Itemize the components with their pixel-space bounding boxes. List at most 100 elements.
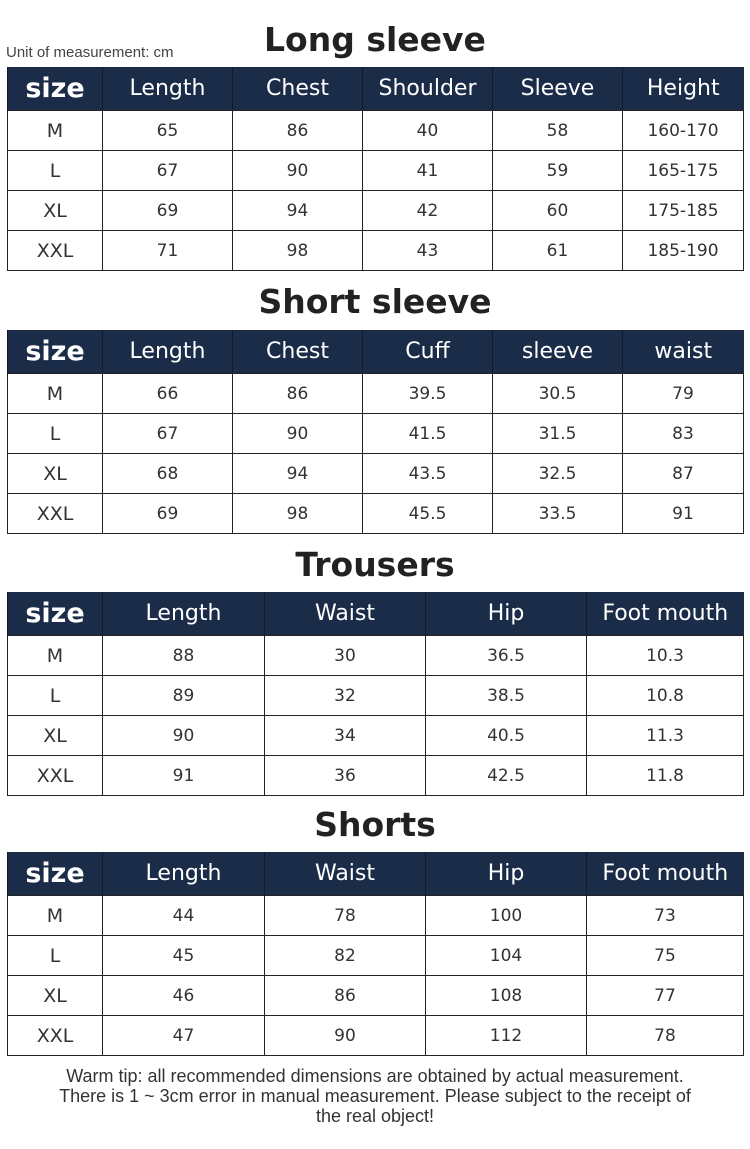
value-cell: 73 bbox=[586, 895, 744, 936]
table-row: M 88 30 36.5 10.3 bbox=[7, 635, 744, 676]
column-header: Foot mouth bbox=[586, 592, 744, 636]
value-cell: 89 bbox=[102, 675, 265, 716]
value-cell: 86 bbox=[232, 373, 363, 414]
column-header: size bbox=[7, 330, 103, 374]
value-cell: 82 bbox=[264, 935, 426, 976]
value-cell: 42 bbox=[362, 190, 493, 231]
header-row: size Length Chest Shoulder Sleeve Height bbox=[7, 67, 744, 111]
value-cell: 94 bbox=[232, 453, 363, 494]
value-cell: 94 bbox=[232, 190, 363, 231]
column-header: Waist bbox=[264, 852, 426, 896]
section-title: Shorts bbox=[314, 805, 436, 844]
value-cell: 98 bbox=[232, 493, 363, 534]
table-row: L 67 90 41.5 31.5 83 bbox=[7, 413, 744, 454]
value-cell: 90 bbox=[232, 413, 363, 454]
value-cell: 11.8 bbox=[586, 755, 744, 796]
table-row: XXL 47 90 112 78 bbox=[7, 1015, 744, 1056]
table-row: M 65 86 40 58 160-170 bbox=[7, 110, 744, 151]
size-cell: XXL bbox=[7, 755, 103, 796]
value-cell: 104 bbox=[425, 935, 587, 976]
column-header: Shoulder bbox=[362, 67, 493, 111]
value-cell: 39.5 bbox=[362, 373, 493, 414]
value-cell: 59 bbox=[492, 150, 623, 191]
size-cell: XXL bbox=[7, 230, 103, 271]
column-header: Height bbox=[622, 67, 744, 111]
value-cell: 69 bbox=[102, 493, 233, 534]
tip-line: Warm tip: all recommended dimensions are… bbox=[66, 1066, 684, 1086]
table-row: M 44 78 100 73 bbox=[7, 895, 744, 936]
table-row: XL 69 94 42 60 175-185 bbox=[7, 190, 744, 231]
size-cell: M bbox=[7, 373, 103, 414]
value-cell: 41.5 bbox=[362, 413, 493, 454]
value-cell: 61 bbox=[492, 230, 623, 271]
value-cell: 36.5 bbox=[425, 635, 587, 676]
size-cell: XL bbox=[7, 715, 103, 756]
value-cell: 60 bbox=[492, 190, 623, 231]
size-cell: XXL bbox=[7, 493, 103, 534]
table-row: L 89 32 38.5 10.8 bbox=[7, 675, 744, 716]
value-cell: 38.5 bbox=[425, 675, 587, 716]
value-cell: 71 bbox=[102, 230, 233, 271]
column-header: Length bbox=[102, 330, 233, 374]
value-cell: 30 bbox=[264, 635, 426, 676]
column-header: Length bbox=[102, 67, 233, 111]
value-cell: 58 bbox=[492, 110, 623, 151]
value-cell: 91 bbox=[622, 493, 744, 534]
unit-label: Unit of measurement: cm bbox=[6, 44, 174, 61]
value-cell: 90 bbox=[102, 715, 265, 756]
value-cell: 100 bbox=[425, 895, 587, 936]
value-cell: 86 bbox=[232, 110, 363, 151]
value-cell: 10.8 bbox=[586, 675, 744, 716]
value-cell: 31.5 bbox=[492, 413, 623, 454]
size-cell: L bbox=[7, 413, 103, 454]
column-header: size bbox=[7, 67, 103, 111]
table-row: L 45 82 104 75 bbox=[7, 935, 744, 976]
value-cell: 45 bbox=[102, 935, 265, 976]
header-row: size Length Waist Hip Foot mouth bbox=[7, 852, 744, 896]
value-cell: 98 bbox=[232, 230, 363, 271]
value-cell: 112 bbox=[425, 1015, 587, 1056]
size-cell: L bbox=[7, 675, 103, 716]
value-cell: 45.5 bbox=[362, 493, 493, 534]
value-cell: 160-170 bbox=[622, 110, 744, 151]
value-cell: 87 bbox=[622, 453, 744, 494]
value-cell: 88 bbox=[102, 635, 265, 676]
section-title: Trousers bbox=[295, 545, 455, 584]
value-cell: 75 bbox=[586, 935, 744, 976]
value-cell: 69 bbox=[102, 190, 233, 231]
value-cell: 33.5 bbox=[492, 493, 623, 534]
column-header: Cuff bbox=[362, 330, 493, 374]
value-cell: 165-175 bbox=[622, 150, 744, 191]
value-cell: 32 bbox=[264, 675, 426, 716]
value-cell: 185-190 bbox=[622, 230, 744, 271]
column-header: Chest bbox=[232, 67, 363, 111]
header-row: size Length Waist Hip Foot mouth bbox=[7, 592, 744, 636]
table-row: M 66 86 39.5 30.5 79 bbox=[7, 373, 744, 414]
tip-line: the real object! bbox=[315, 1106, 435, 1126]
value-cell: 108 bbox=[425, 975, 587, 1016]
column-header: Chest bbox=[232, 330, 363, 374]
value-cell: 44 bbox=[102, 895, 265, 936]
value-cell: 91 bbox=[102, 755, 265, 796]
value-cell: 32.5 bbox=[492, 453, 623, 494]
size-table: size Length Chest Cuff sleeve waist M 66 86 39.5 3… bbox=[7, 330, 744, 534]
size-table: size Length Waist Hip Foot mouth M 44 78 100 73 L 4… bbox=[7, 852, 744, 1056]
column-header: waist bbox=[622, 330, 744, 374]
column-header: sleeve bbox=[492, 330, 623, 374]
size-cell: XL bbox=[7, 453, 103, 494]
value-cell: 43.5 bbox=[362, 453, 493, 494]
size-cell: M bbox=[7, 895, 103, 936]
value-cell: 66 bbox=[102, 373, 233, 414]
value-cell: 47 bbox=[102, 1015, 265, 1056]
value-cell: 30.5 bbox=[492, 373, 623, 414]
size-table: size Length Waist Hip Foot mouth M 88 30 36.5 10.… bbox=[7, 592, 744, 796]
value-cell: 41 bbox=[362, 150, 493, 191]
size-cell: XL bbox=[7, 190, 103, 231]
value-cell: 68 bbox=[102, 453, 233, 494]
value-cell: 86 bbox=[264, 975, 426, 1016]
column-header: Foot mouth bbox=[586, 852, 744, 896]
value-cell: 83 bbox=[622, 413, 744, 454]
table-row: XL 68 94 43.5 32.5 87 bbox=[7, 453, 744, 494]
value-cell: 34 bbox=[264, 715, 426, 756]
column-header: Length bbox=[102, 592, 265, 636]
